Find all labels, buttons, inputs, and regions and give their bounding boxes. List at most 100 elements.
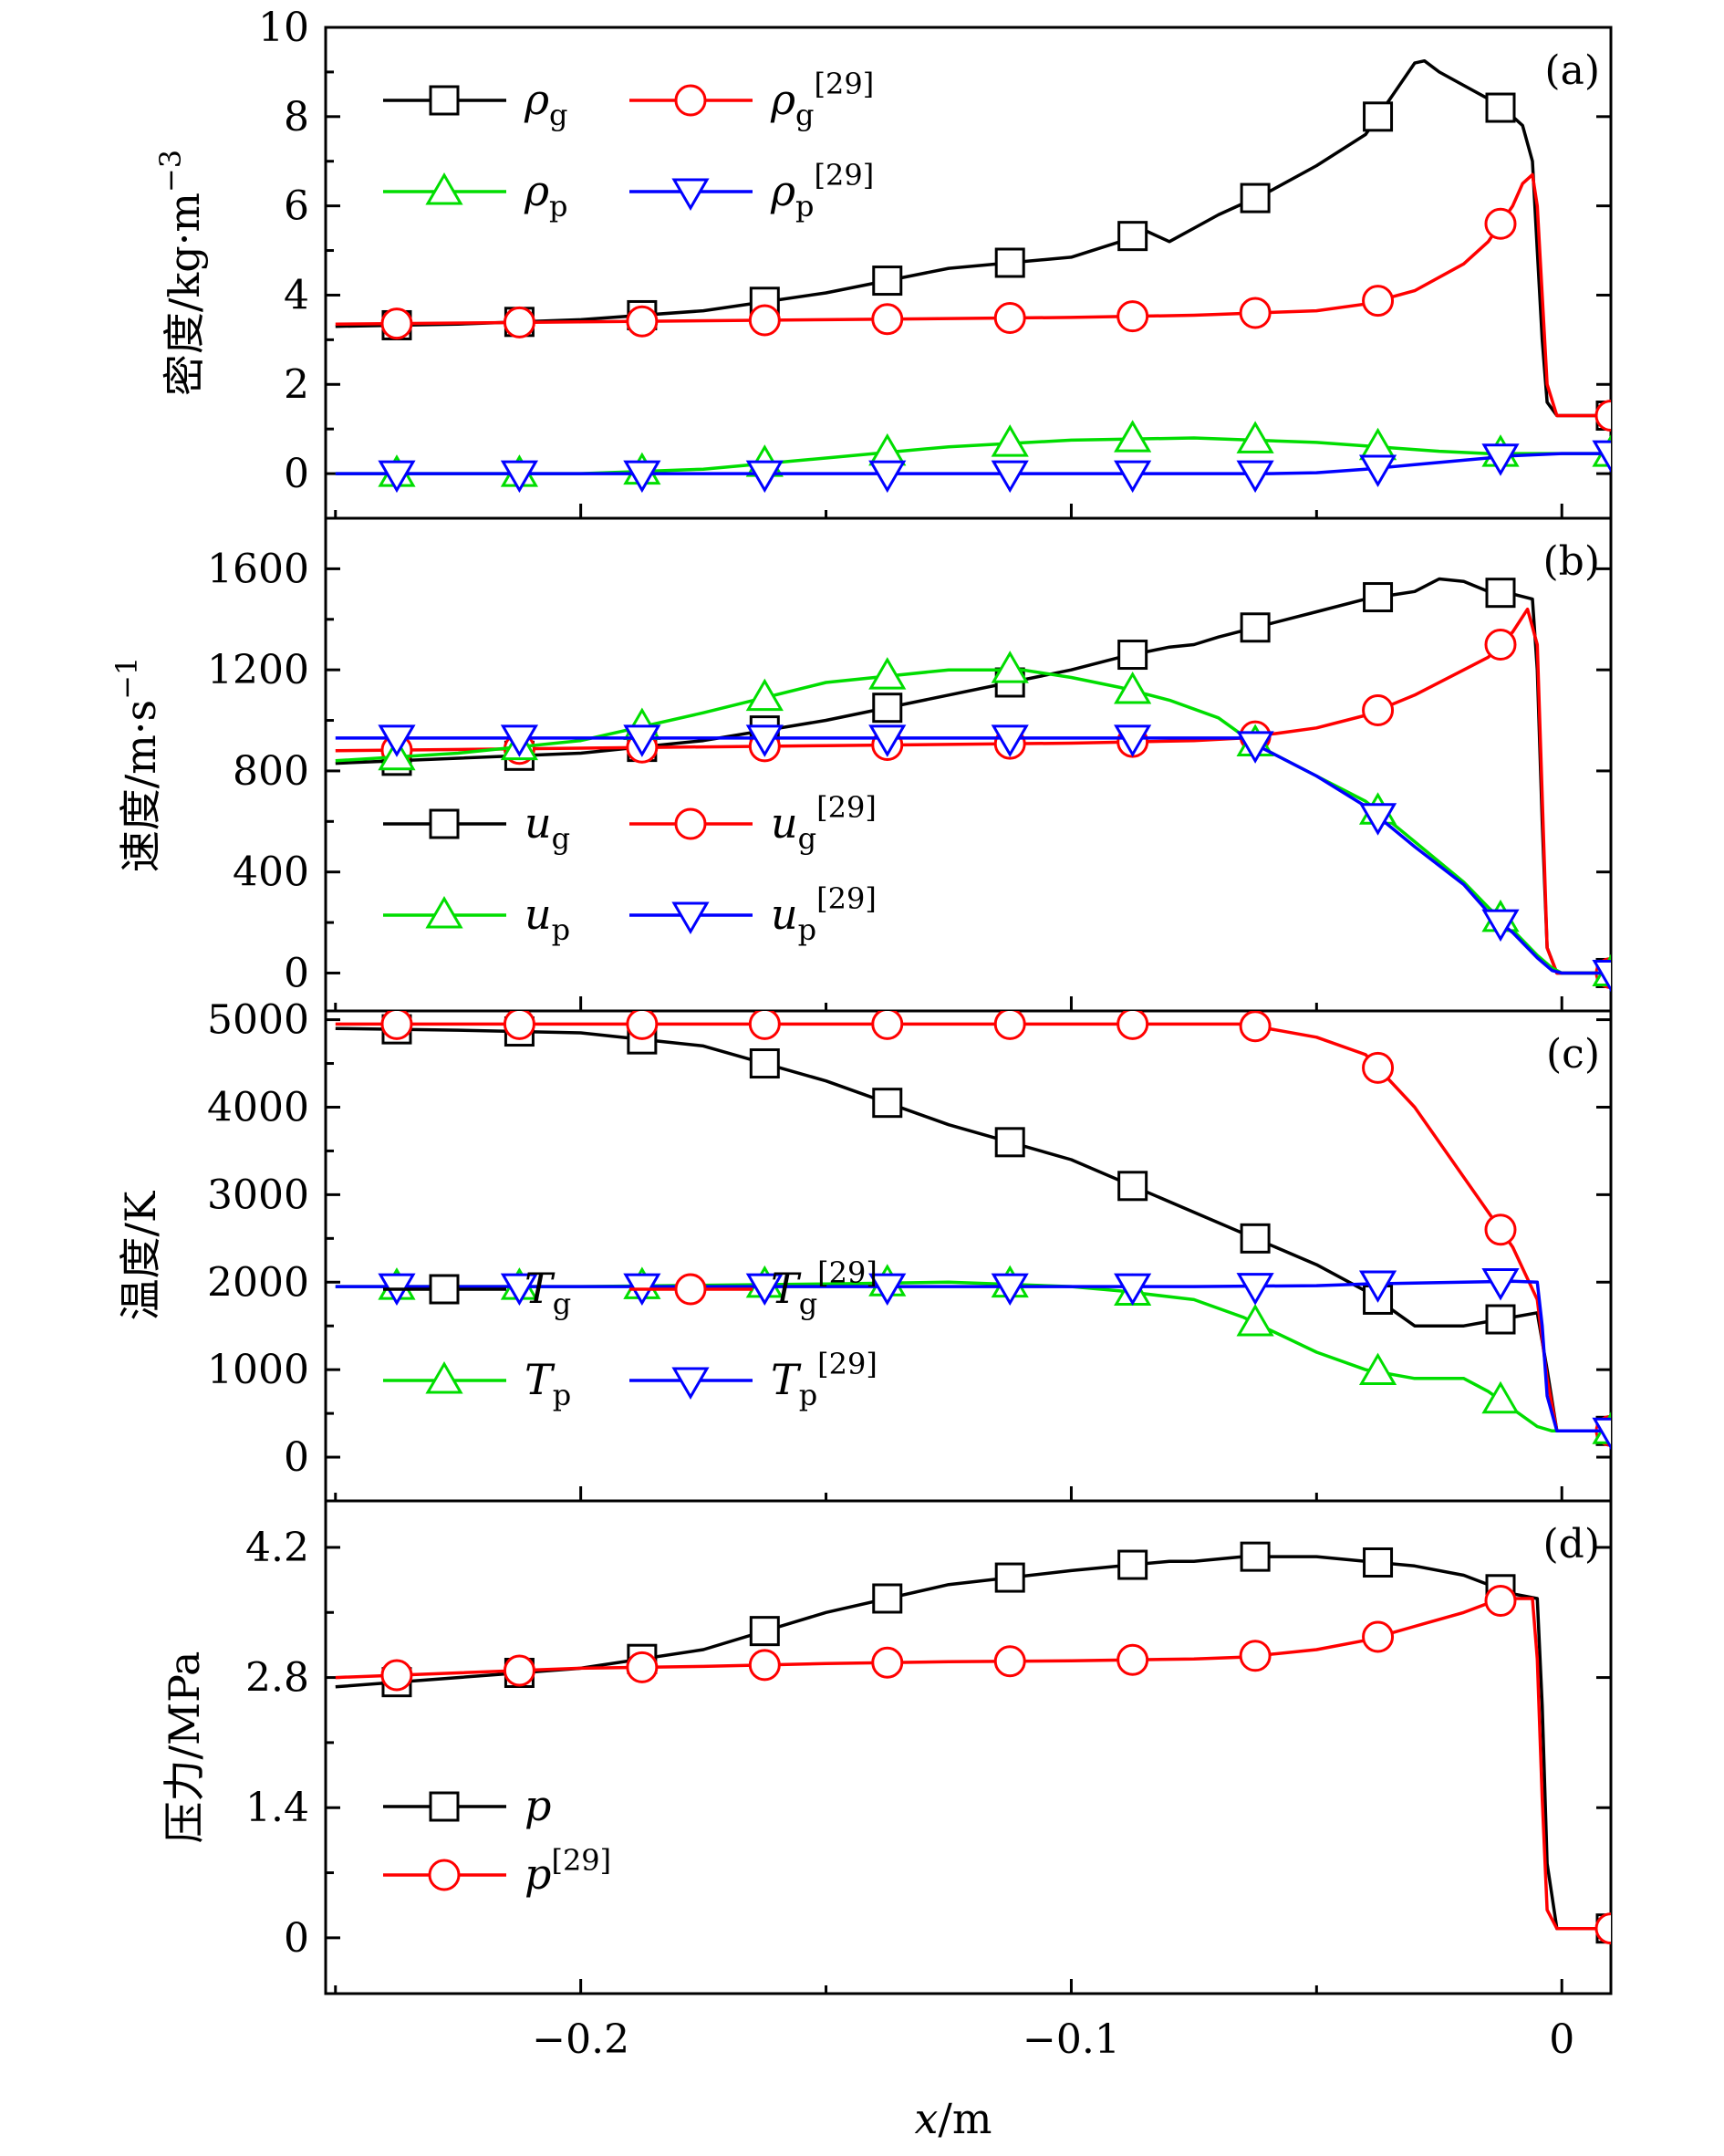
data-point [1363,1547,1394,1578]
data-point [993,1645,1026,1678]
data-point [1481,1268,1520,1301]
y-tick-label: 3000 [207,1172,309,1218]
data-point [748,304,781,337]
data-point [1114,460,1152,494]
data-point [991,424,1029,457]
legend-label: Tp[29] [771,1347,878,1412]
legend: ρg ρg[29] ρp ρp[29] [383,67,874,224]
data-point [1236,421,1274,453]
data-point [1114,724,1152,757]
data-point [623,724,661,757]
legend-label: ρg [524,75,568,132]
data-point [1484,1213,1517,1246]
data-point [500,724,539,757]
series-1 [335,172,1611,432]
legend-marker [425,896,463,929]
data-point [993,1011,1026,1040]
data-point [1114,420,1152,453]
data-point [500,1273,539,1307]
data-point [748,1011,781,1040]
data-point [872,1088,903,1119]
data-point [1358,1270,1397,1303]
data-point [1358,803,1397,836]
data-point [1362,285,1395,318]
panel-c: 0 1000 2000 3000 4000 5000 温度/K (c) Tg Tg[29] Tp Tp… [116,997,1613,1503]
data-point [993,302,1026,335]
data-point [871,1646,904,1679]
data-point [991,651,1029,683]
data-point [378,460,416,494]
data-point [868,724,907,757]
data-point [868,657,907,690]
y-tick-label: 0 [284,1915,309,1962]
data-point [1117,1549,1148,1580]
data-point [380,307,413,340]
y-tick-label: 4 [284,272,309,318]
y-tick-label: 4000 [207,1084,309,1130]
data-point [994,1127,1025,1158]
data-point [991,724,1029,757]
data-point [503,1011,535,1040]
data-point [1594,1912,1611,1945]
legend-label: up[29] [771,881,877,947]
series-3 [335,724,1611,993]
series-line [335,172,1611,418]
y-tick-label: 2 [284,361,309,408]
legend: p p[29] [383,1781,611,1899]
series-2 [335,651,1611,986]
series-line [335,1280,1611,1433]
legend-marker [429,85,460,116]
y-tick-label: 10 [258,5,309,51]
data-point [745,724,784,757]
y-tick-label: 0 [284,1434,309,1481]
data-point [1485,92,1516,123]
y-tick-label: 1600 [207,546,309,592]
series-line [335,1555,1611,1931]
series-2 [335,420,1611,487]
data-point [380,1011,413,1040]
data-point [991,460,1029,494]
data-point [1363,582,1394,613]
legend-label: Tg [524,1264,571,1321]
data-point [1362,1620,1395,1653]
series-line [335,1022,1611,1433]
legend-marker [674,807,707,840]
plot-frame [324,1499,1613,1995]
y-tick-label: 800 [233,748,309,795]
data-point [1116,1643,1149,1676]
data-point [1481,443,1520,476]
x-axis-title: x/m [914,2094,992,2143]
legend-label: ρp[29] [770,158,874,224]
legend-marker [674,1273,707,1306]
data-point [503,1654,535,1687]
legend-marker [425,1361,463,1394]
panel-d: 0 1.4 2.8 4.2 压力/MPa (d) p p[29] [160,1499,1613,1995]
data-point [868,1273,907,1307]
legend-label: p[29] [524,1843,611,1899]
data-point [1484,628,1517,661]
data-point [745,460,784,494]
data-point [748,1649,781,1682]
y-tick-label: 5000 [207,997,309,1044]
panels: 0 2 4 6 8 10 密度/kg·m−3 (a) ρg ρg[29] ρp ρp[29] 0 400 8… [109,5,1613,2063]
legend-label: Tp [524,1355,571,1412]
data-point [1362,693,1395,726]
y-axis-title: 压力/MPa [160,1651,209,1844]
legend: Tg Tg[29] Tp Tp[29] [383,1255,878,1412]
data-point [1236,1304,1274,1337]
legend-marker [425,172,463,205]
data-point [626,1011,659,1040]
y-tick-label: 1200 [207,647,309,693]
legend-marker [429,1791,460,1822]
legend-marker [671,1367,710,1400]
data-point [1485,578,1516,609]
y-tick-label: 6 [284,183,309,230]
data-point [745,678,784,712]
data-point [1594,400,1611,432]
panel-label: (c) [1546,1031,1600,1078]
data-point [1117,221,1148,252]
y-tick-label: 1.4 [245,1785,309,1831]
data-point [378,724,416,757]
data-point [380,1659,413,1692]
